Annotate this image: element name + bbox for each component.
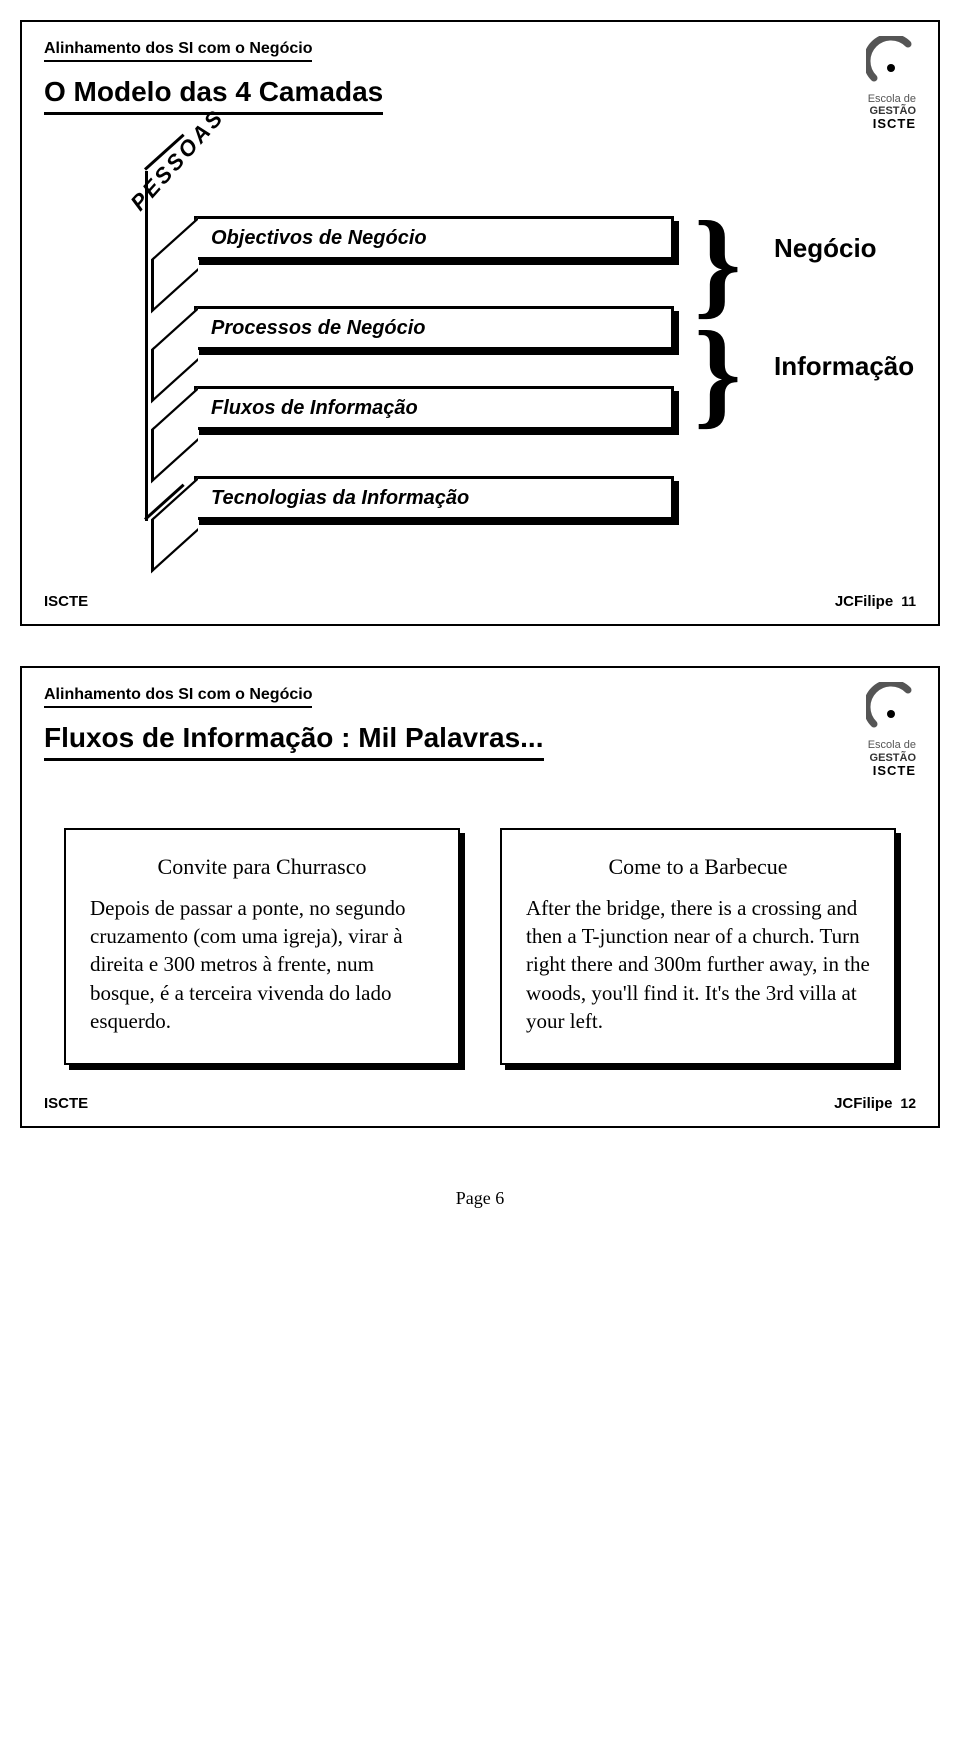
logo: Escola de GESTÃO ISCTE bbox=[866, 36, 916, 131]
breadcrumb: Alinhamento dos SI com o Negócio bbox=[44, 40, 312, 62]
logo-line-2: GESTÃO bbox=[866, 752, 916, 764]
layer-label: Fluxos de Informação bbox=[211, 397, 418, 420]
footer-right: JCFilipe 12 bbox=[834, 1095, 916, 1112]
page-number: 11 bbox=[901, 593, 916, 609]
slide-title: Fluxos de Informação : Mil Palavras... bbox=[44, 722, 544, 761]
logo-line-1: Escola de bbox=[866, 739, 916, 751]
logo-text: Escola de GESTÃO ISCTE bbox=[866, 739, 916, 777]
slide-footer: ISCTE JCFilipe 12 bbox=[44, 1095, 916, 1112]
invite-box-en: Come to a Barbecue After the bridge, the… bbox=[500, 828, 896, 1065]
breadcrumb: Alinhamento dos SI com o Negócio bbox=[44, 686, 312, 708]
invite-box-pt: Convite para Churrasco Depois de passar … bbox=[64, 828, 460, 1065]
header-left: Alinhamento dos SI com o Negócio O Model… bbox=[44, 40, 866, 115]
slide-1: Alinhamento dos SI com o Negócio O Model… bbox=[20, 20, 940, 626]
layer-tecnologias: Tecnologias da Informação bbox=[194, 476, 674, 520]
brace-label-informacao: Informação bbox=[774, 351, 914, 382]
layer-fluxos: Fluxos de Informação bbox=[194, 386, 674, 430]
logo-line-3: ISCTE bbox=[866, 117, 916, 131]
footer-right: JCFilipe 11 bbox=[835, 593, 916, 610]
logo-arc-icon bbox=[866, 682, 916, 732]
box-title-pt: Convite para Churrasco bbox=[90, 852, 434, 882]
footer-left: ISCTE bbox=[44, 593, 88, 610]
logo-line-1: Escola de bbox=[866, 93, 916, 105]
slide-header: Alinhamento dos SI com o Negócio Fluxos … bbox=[44, 686, 916, 777]
header-left: Alinhamento dos SI com o Negócio Fluxos … bbox=[44, 686, 866, 761]
logo-arc-icon bbox=[866, 36, 916, 86]
box-title-en: Come to a Barbecue bbox=[526, 852, 870, 882]
page-number: 12 bbox=[900, 1095, 916, 1111]
box-body-en: After the bridge, there is a crossing an… bbox=[526, 894, 870, 1036]
logo-line-3: ISCTE bbox=[866, 764, 916, 778]
footer-author: JCFilipe bbox=[834, 1095, 892, 1112]
side-plane bbox=[145, 171, 148, 521]
layer-label: Objectivos de Negócio bbox=[211, 227, 427, 250]
brace-negocio: } bbox=[694, 221, 741, 305]
layer-label: Processos de Negócio bbox=[211, 317, 426, 340]
slide-2: Alinhamento dos SI com o Negócio Fluxos … bbox=[20, 666, 940, 1128]
text-boxes-row: Convite para Churrasco Depois de passar … bbox=[64, 828, 896, 1065]
slide-header: Alinhamento dos SI com o Negócio O Model… bbox=[44, 40, 916, 131]
logo: Escola de GESTÃO ISCTE bbox=[866, 682, 916, 777]
four-layers-diagram: PESSOAS Objectivos de Negócio Processos … bbox=[44, 161, 916, 581]
footer-author: JCFilipe bbox=[835, 593, 893, 610]
layer-objectivos: Objectivos de Negócio bbox=[194, 216, 674, 260]
slide-footer: ISCTE JCFilipe 11 bbox=[44, 593, 916, 610]
box-body-pt: Depois de passar a ponte, no segundo cru… bbox=[90, 894, 434, 1036]
footer-left: ISCTE bbox=[44, 1095, 88, 1112]
brace-informacao: } bbox=[694, 331, 741, 415]
layer-label: Tecnologias da Informação bbox=[211, 487, 469, 510]
page-footer: Page 6 bbox=[0, 1188, 960, 1209]
brace-label-negocio: Negócio bbox=[774, 233, 877, 264]
layer-processos: Processos de Negócio bbox=[194, 306, 674, 350]
logo-text: Escola de GESTÃO ISCTE bbox=[866, 93, 916, 131]
